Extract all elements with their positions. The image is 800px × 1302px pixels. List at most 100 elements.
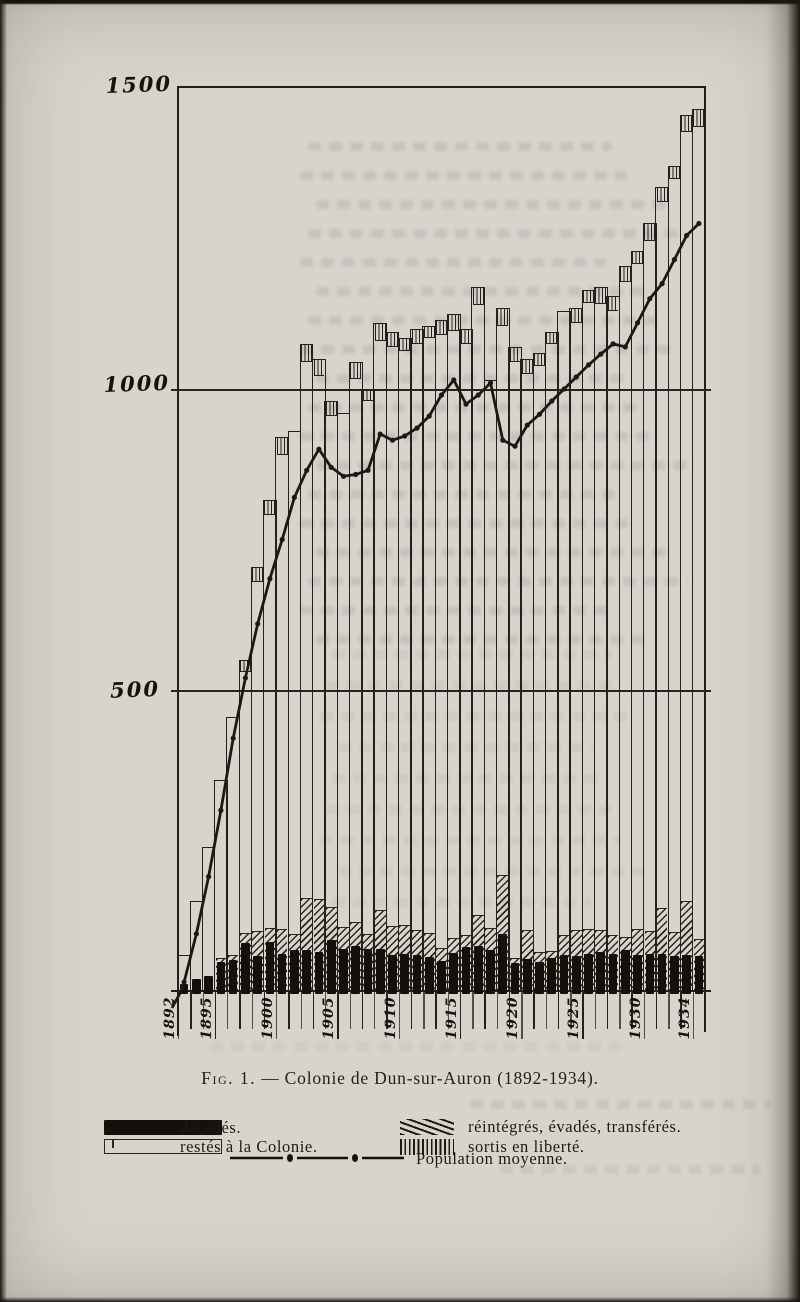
- x-tick: [606, 991, 609, 1029]
- bar-sortis-1914: [448, 313, 460, 331]
- bar-sortis-1918: [497, 307, 509, 326]
- x-tick: [521, 991, 523, 1039]
- population-point-1932: [671, 257, 678, 263]
- bar-sortis-1928: [619, 265, 631, 283]
- bar-sortis-1933: [681, 115, 693, 132]
- x-tick: [361, 991, 364, 1029]
- x-tick: [202, 991, 204, 1029]
- figure-number: Fig. 1.: [201, 1068, 257, 1088]
- population-point-1918: [500, 437, 506, 443]
- population-point-1922: [549, 398, 555, 404]
- bar-deces-1916: [473, 945, 483, 994]
- legend-swatch-restes: [104, 1139, 222, 1154]
- x-tick: [239, 991, 241, 1029]
- bar-sortis-1929: [632, 250, 643, 264]
- bar-deces-1905: [339, 948, 348, 994]
- population-point-1906: [353, 471, 359, 478]
- bar-deces-1925: [584, 953, 593, 994]
- x-tick: [496, 991, 499, 1029]
- bar-deces-1929: [633, 954, 642, 994]
- x-tick: [447, 991, 450, 1029]
- bar-deces-1933: [682, 954, 691, 994]
- population-point-1929: [635, 320, 641, 326]
- population-point-1900: [279, 536, 285, 543]
- bar-deces-1892: [179, 983, 189, 994]
- bar-sortis-1910: [399, 337, 411, 352]
- population-point-1923: [561, 386, 567, 392]
- population-point-1910: [402, 433, 408, 439]
- x-tick: [312, 991, 315, 1029]
- x-tick: [631, 991, 633, 1029]
- bar-deces-1912: [424, 956, 434, 994]
- x-tick: [374, 991, 376, 1029]
- x-tick: [227, 991, 229, 1029]
- x-tick: [594, 991, 597, 1029]
- population-point-1898: [255, 621, 261, 627]
- bar-sortis-1930: [644, 223, 656, 242]
- bar-deces-1913: [437, 960, 446, 994]
- figure-title: — Colonie de Dun-sur-Auron (1892-1934).: [256, 1068, 599, 1088]
- y-axis: [177, 86, 179, 1036]
- bar-deces-1923: [559, 954, 569, 994]
- population-point-1896: [230, 735, 236, 741]
- legend-line-symbol: [230, 1154, 404, 1162]
- population-point-1930: [647, 296, 653, 302]
- x-tick: [214, 991, 217, 1039]
- x-tick: [300, 991, 302, 1029]
- x-tick: [643, 991, 646, 1039]
- legend-swatch-deces: [104, 1120, 222, 1135]
- x-tick: [570, 991, 572, 1029]
- bar-deces-1917: [486, 950, 495, 994]
- population-point-1916: [475, 392, 481, 398]
- bar-deces-1921: [535, 962, 544, 994]
- gridline-1000: [171, 389, 711, 391]
- legend-swatch-sortis: [400, 1139, 454, 1155]
- x-tick: [349, 991, 351, 1029]
- population-point-1901: [291, 494, 297, 500]
- population-point-1924: [573, 374, 579, 380]
- x-tick: [423, 991, 425, 1029]
- population-point-1921: [536, 411, 543, 417]
- bar-deces-1922: [547, 957, 557, 994]
- x-tick: [680, 991, 682, 1029]
- bar-deces-1904: [326, 939, 336, 994]
- bar-sortis-1913: [436, 319, 447, 335]
- population-point-1928: [622, 344, 628, 350]
- bar-deces-1903: [314, 951, 324, 994]
- bar-deces-1901: [290, 950, 299, 994]
- population-point-1912: [426, 413, 432, 419]
- x-tick: [190, 991, 192, 1029]
- legend-label-deces: décédés.: [180, 1118, 242, 1137]
- x-tick: [276, 991, 278, 1039]
- legend-swatch-reintegres: [400, 1119, 454, 1135]
- x-tick: [325, 991, 327, 1029]
- x-tick: [619, 991, 621, 1029]
- bar-sortis-1915: [460, 328, 472, 344]
- population-point-1905: [340, 473, 347, 479]
- bar-sortis-1909: [387, 331, 398, 347]
- bar-deces-1920: [522, 959, 532, 994]
- bar-reintegres-1902: [301, 897, 312, 991]
- gridline-500: [171, 690, 711, 692]
- bar-sortis-1898: [252, 566, 264, 582]
- bar-sortis-1899: [264, 500, 276, 516]
- figure-caption: Fig. 1. — Colonie de Dun-sur-Auron (1892…: [100, 1068, 700, 1089]
- bar-sortis-1916: [472, 286, 484, 305]
- bar-reintegres-1903: [313, 899, 325, 991]
- bar-sortis-1921: [534, 352, 545, 367]
- population-point-1913: [438, 392, 445, 398]
- bar-deces-1914: [449, 953, 459, 994]
- x-tick: [386, 991, 388, 1029]
- bar-deces-1908: [375, 948, 385, 994]
- population-point-1897: [242, 675, 248, 681]
- bar-deces-1934: [694, 956, 704, 994]
- population-point-1925: [586, 362, 592, 368]
- x-tick: [288, 991, 290, 1029]
- bar-reintegres-1931: [656, 907, 668, 991]
- population-point-1894: [206, 874, 212, 880]
- bar-deces-1931: [657, 953, 667, 994]
- population-point-1909: [389, 437, 396, 443]
